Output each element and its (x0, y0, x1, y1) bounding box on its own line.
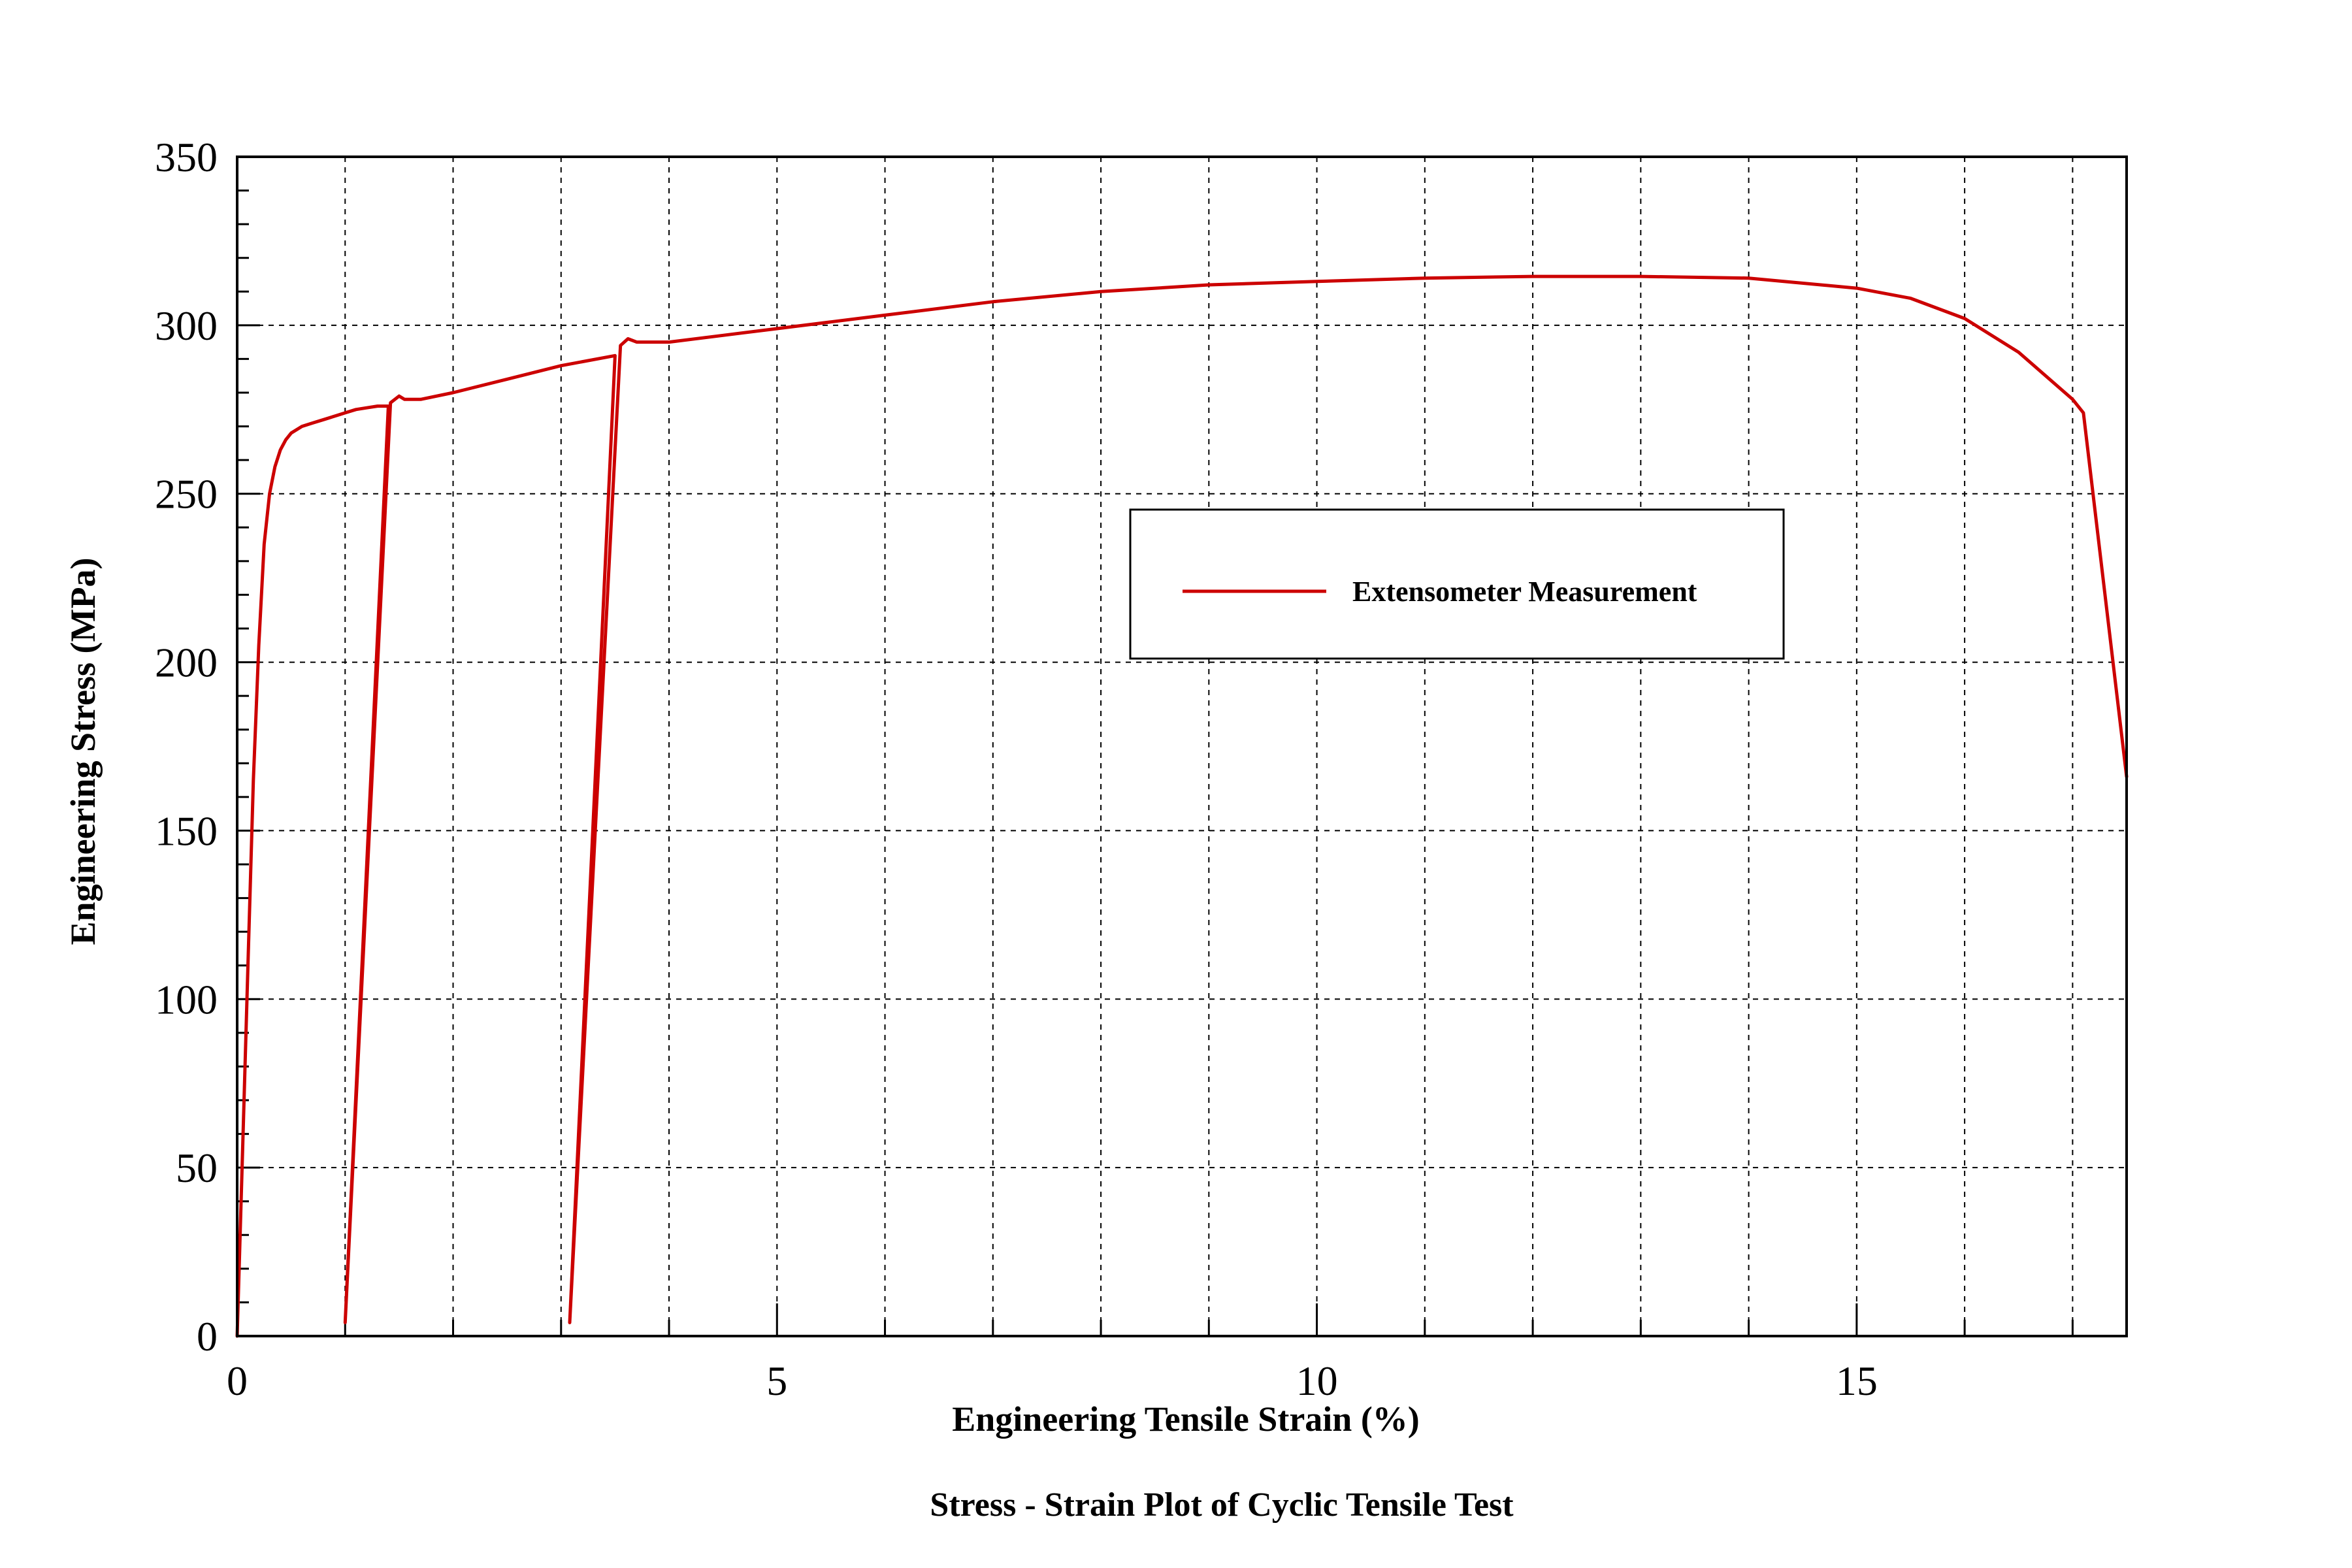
x-tick-label: 10 (1296, 1358, 1338, 1404)
y-tick-label: 150 (155, 808, 218, 854)
y-tick-label: 250 (155, 471, 218, 517)
grid-lines (237, 157, 2127, 1336)
legend: Extensometer Measurement (1129, 508, 1785, 660)
y-tick-label: 200 (155, 640, 218, 686)
axis-ticks (236, 155, 2074, 1337)
x-axis-title: Engineering Tensile Strain (%) (952, 1399, 1420, 1439)
x-tick-label: 5 (766, 1358, 787, 1404)
y-tick-label: 50 (176, 1145, 218, 1191)
y-tick-label: 350 (155, 134, 218, 180)
chart-caption: Stress - Strain Plot of Cyclic Tensile T… (930, 1486, 1514, 1524)
y-axis-title: Engineering Stress (MPa) (63, 558, 103, 945)
legend-label: Extensometer Measurement (1352, 576, 1697, 608)
series-line (235, 274, 2129, 1338)
x-tick-label: 0 (227, 1358, 248, 1404)
y-tick-label: 300 (155, 302, 218, 349)
x-tick-label: 15 (1836, 1358, 1878, 1404)
y-tick-label: 100 (155, 976, 218, 1022)
y-tick-label: 0 (197, 1313, 218, 1360)
series-layer (235, 274, 2129, 1338)
plot-frame (236, 155, 2128, 1337)
legend-box (1129, 508, 1785, 660)
